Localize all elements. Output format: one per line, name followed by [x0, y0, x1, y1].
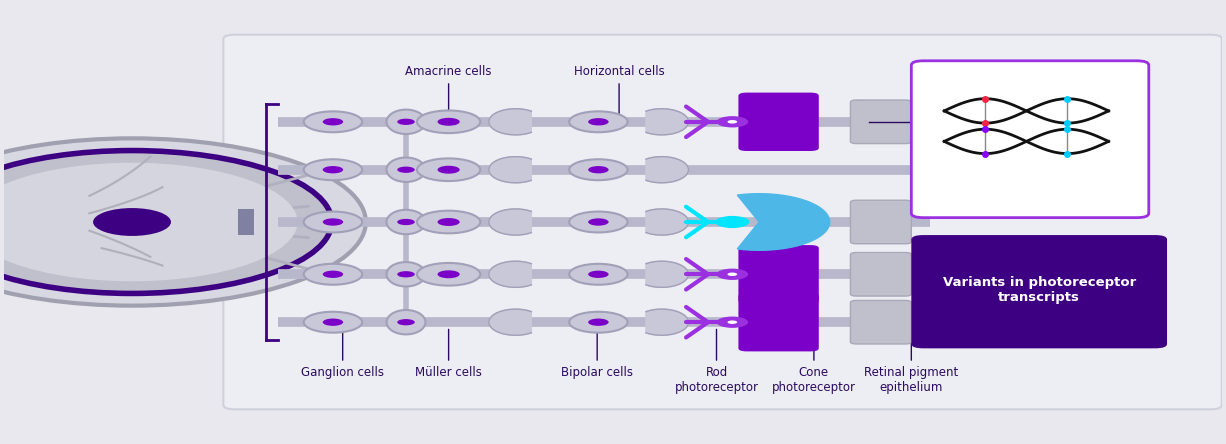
Circle shape: [588, 318, 608, 326]
Text: Retinal pigment
epithelium: Retinal pigment epithelium: [864, 329, 959, 394]
Circle shape: [569, 211, 628, 233]
Circle shape: [304, 264, 362, 285]
Text: Ganglion cells: Ganglion cells: [302, 329, 384, 379]
Text: Rod
photoreceptor: Rod photoreceptor: [674, 329, 759, 394]
Circle shape: [0, 151, 332, 293]
Circle shape: [417, 159, 481, 181]
Circle shape: [716, 116, 748, 127]
Ellipse shape: [386, 110, 425, 134]
Circle shape: [322, 118, 343, 126]
FancyBboxPatch shape: [851, 301, 911, 344]
Text: Cone
photoreceptor: Cone photoreceptor: [772, 329, 856, 394]
Circle shape: [0, 139, 365, 305]
Circle shape: [569, 111, 628, 132]
FancyBboxPatch shape: [238, 209, 254, 235]
Circle shape: [715, 216, 749, 228]
Circle shape: [569, 159, 628, 180]
FancyBboxPatch shape: [738, 245, 819, 303]
Polygon shape: [646, 157, 689, 183]
Circle shape: [727, 120, 737, 123]
Polygon shape: [646, 309, 689, 335]
FancyBboxPatch shape: [911, 61, 1149, 218]
Circle shape: [397, 166, 414, 173]
Circle shape: [716, 317, 748, 328]
Circle shape: [397, 319, 414, 325]
Circle shape: [0, 163, 298, 281]
Circle shape: [322, 166, 343, 173]
Circle shape: [304, 111, 362, 132]
Ellipse shape: [386, 262, 425, 286]
FancyBboxPatch shape: [738, 293, 819, 351]
Circle shape: [438, 166, 460, 174]
Circle shape: [588, 166, 608, 173]
FancyBboxPatch shape: [911, 235, 1167, 349]
Ellipse shape: [386, 210, 425, 234]
Circle shape: [304, 211, 362, 233]
Circle shape: [438, 218, 460, 226]
Text: Horizontal cells: Horizontal cells: [574, 65, 664, 115]
Circle shape: [588, 218, 608, 226]
FancyBboxPatch shape: [851, 100, 911, 143]
FancyBboxPatch shape: [223, 35, 1222, 409]
Circle shape: [304, 312, 362, 333]
Circle shape: [569, 264, 628, 285]
Circle shape: [438, 118, 460, 126]
Circle shape: [417, 263, 481, 285]
Circle shape: [397, 119, 414, 125]
Text: Amacrine cells: Amacrine cells: [406, 65, 492, 115]
Polygon shape: [489, 109, 531, 135]
Polygon shape: [646, 261, 689, 287]
Circle shape: [322, 318, 343, 326]
FancyBboxPatch shape: [851, 200, 911, 244]
Ellipse shape: [386, 310, 425, 334]
Circle shape: [304, 159, 362, 180]
Ellipse shape: [386, 158, 425, 182]
Circle shape: [93, 208, 170, 236]
Polygon shape: [489, 157, 531, 183]
FancyBboxPatch shape: [851, 253, 911, 296]
Circle shape: [397, 271, 414, 278]
Circle shape: [588, 271, 608, 278]
Circle shape: [588, 118, 608, 126]
Circle shape: [727, 321, 737, 324]
Text: Bipolar cells: Bipolar cells: [562, 329, 633, 379]
Circle shape: [322, 271, 343, 278]
Circle shape: [727, 273, 737, 276]
Circle shape: [397, 219, 414, 225]
Circle shape: [438, 270, 460, 278]
Polygon shape: [489, 309, 531, 335]
Circle shape: [322, 218, 343, 226]
Text: Variants in photoreceptor
transcripts: Variants in photoreceptor transcripts: [943, 276, 1135, 304]
Polygon shape: [489, 261, 531, 287]
Text: Müller cells: Müller cells: [416, 329, 482, 379]
Circle shape: [569, 312, 628, 333]
Polygon shape: [646, 209, 689, 235]
Circle shape: [716, 269, 748, 280]
Polygon shape: [646, 109, 689, 135]
Circle shape: [417, 111, 481, 133]
FancyBboxPatch shape: [738, 93, 819, 151]
Polygon shape: [737, 194, 830, 250]
Polygon shape: [489, 209, 531, 235]
Circle shape: [417, 210, 481, 234]
